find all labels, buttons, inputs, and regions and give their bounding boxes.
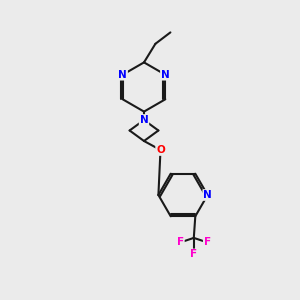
- Text: N: N: [161, 70, 170, 80]
- Text: F: F: [204, 237, 211, 248]
- Text: N: N: [203, 190, 212, 200]
- Text: F: F: [177, 237, 184, 248]
- Text: O: O: [156, 145, 165, 155]
- Text: N: N: [140, 115, 148, 125]
- Text: F: F: [190, 249, 197, 260]
- Text: N: N: [118, 70, 127, 80]
